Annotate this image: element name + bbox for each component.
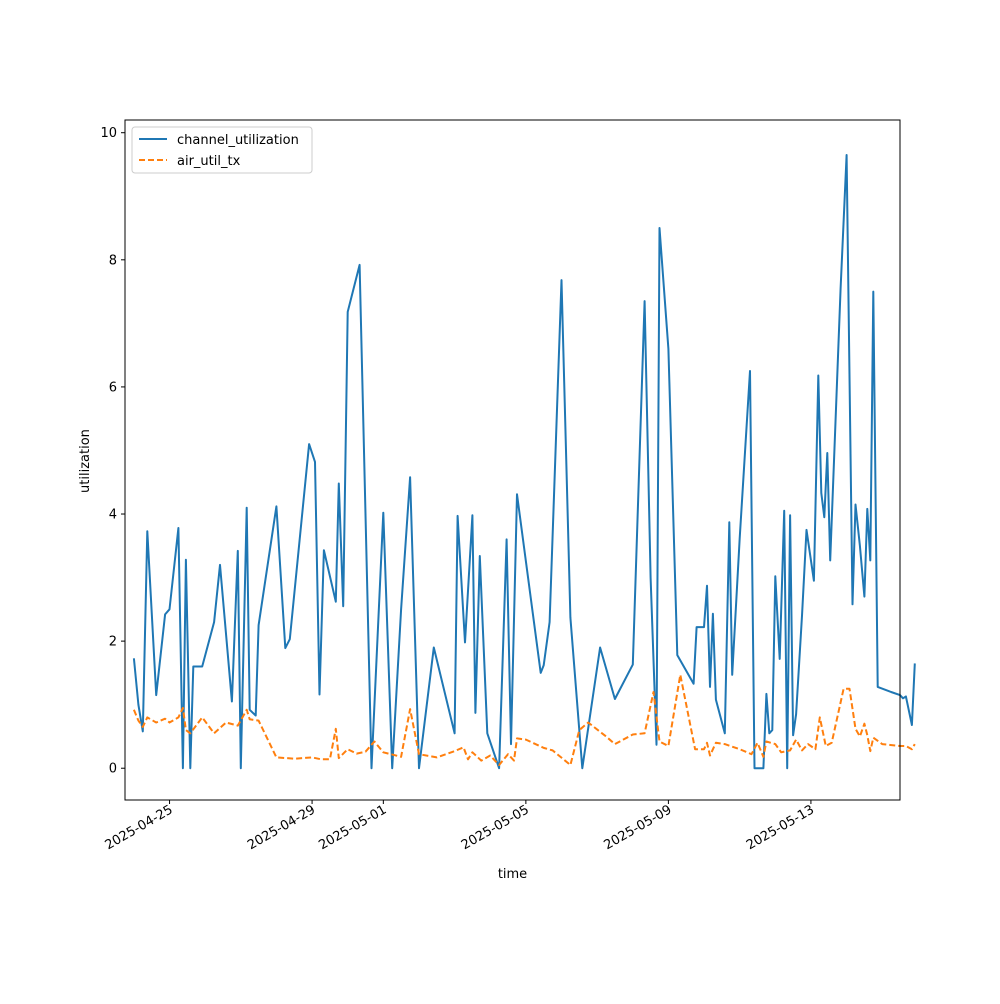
x-axis-label: time	[498, 867, 527, 882]
plot-area	[132, 154, 916, 770]
plot-frame	[124, 119, 901, 801]
legend-box	[131, 126, 313, 174]
y-tick-label: 6	[109, 380, 117, 395]
legend-label-air-util-tx: air_util_tx	[177, 154, 241, 169]
y-tick-label: 2	[109, 635, 117, 650]
y-tick-label: 0	[109, 762, 117, 777]
series-line-air-util-tx	[132, 673, 916, 766]
legend-label-channel-utilization: channel_utilization	[177, 133, 299, 148]
series-line-channel-utilization	[132, 154, 916, 770]
y-tick-label: 8	[109, 253, 117, 268]
y-axis-label: utilization	[78, 429, 93, 493]
y-tick-label: 4	[109, 508, 117, 523]
y-tick-label: 10	[100, 126, 117, 141]
legend: channel_utilization air_util_tx	[131, 126, 313, 174]
